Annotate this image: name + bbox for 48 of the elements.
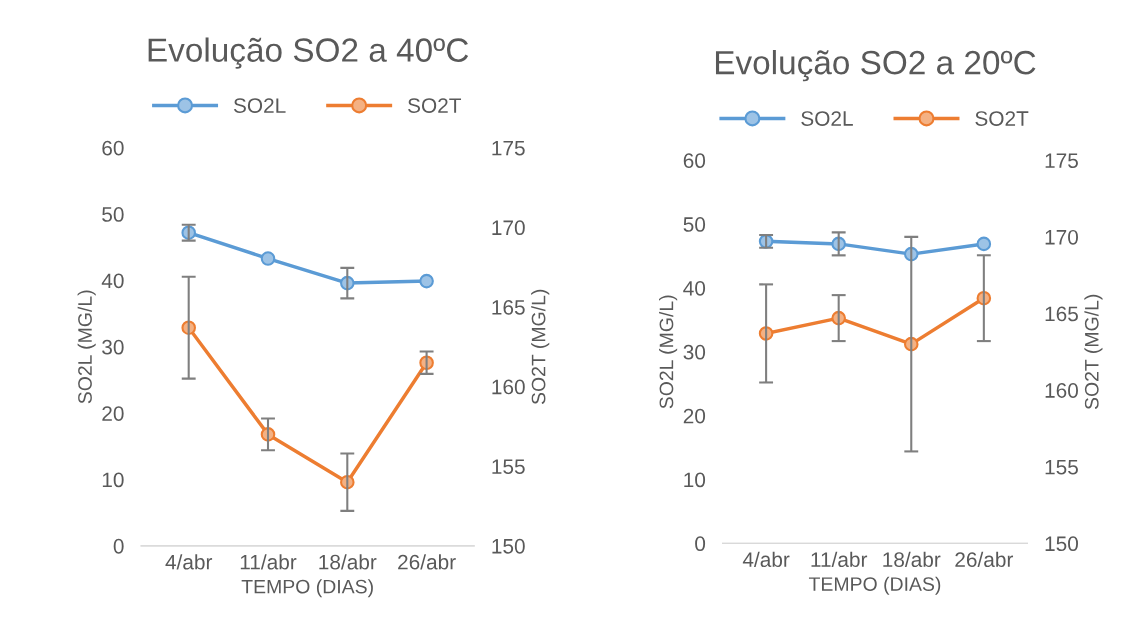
y-tick-label: 20 xyxy=(102,406,124,421)
y2-axis-title: SO2T (MG/L) xyxy=(531,289,550,405)
legend-label: SO2T xyxy=(975,111,1029,126)
chart-title: Evolução SO2 a 20ºC xyxy=(715,49,1036,82)
y-tick-label: 40 xyxy=(101,273,124,289)
x-tick-label: 18/abr xyxy=(319,554,377,570)
y-axis-title: SO2L (MG/L) xyxy=(77,290,96,404)
y-tick-label: 0 xyxy=(695,536,706,552)
y-axis-title: SO2L (MG/L) xyxy=(659,295,678,409)
y2-tick-label: 160 xyxy=(492,379,525,395)
point xyxy=(260,251,276,266)
y2-tick-label: 165 xyxy=(1045,306,1078,322)
x-tick-label: 11/abr xyxy=(240,554,297,570)
y2-tick-label: 150 xyxy=(1045,536,1078,552)
y-tick-label: 50 xyxy=(683,217,706,232)
y2-axis-title: SO2T (MG/L) xyxy=(1084,294,1103,410)
x-tick-label: 26/abr xyxy=(955,551,1014,567)
y-tick-label: 20 xyxy=(683,408,706,424)
y2-tick-label: 155 xyxy=(1045,459,1078,475)
y-tick-label: 40 xyxy=(683,280,706,296)
x-tick-label: 18/abr xyxy=(883,551,941,567)
y2-tick-label: 150 xyxy=(492,538,525,554)
x-axis-title: TEMPO (DIAS) xyxy=(808,576,941,595)
y2-tick-label: 175 xyxy=(492,140,525,156)
y-tick-label: 30 xyxy=(683,344,706,360)
y2-tick-label: 165 xyxy=(492,299,525,315)
y-tick-label: 10 xyxy=(102,472,124,488)
legend-label: SO2L xyxy=(233,98,286,113)
y2-tick-label: 160 xyxy=(1045,383,1078,398)
x-axis-title: TEMPO (DIAS) xyxy=(241,579,373,598)
legend-label: SO2L xyxy=(801,111,853,126)
x-tick-label: 26/abr xyxy=(398,554,456,570)
y2-tick-label: 155 xyxy=(492,459,525,474)
point xyxy=(419,273,434,289)
x-tick-label: 11/abr xyxy=(811,551,868,567)
y2-tick-label: 175 xyxy=(1045,153,1078,169)
y2-tick-label: 170 xyxy=(1045,229,1078,245)
legend-label: SO2T xyxy=(408,98,462,113)
y2-tick-label: 170 xyxy=(492,220,525,236)
chart-title: Evolução SO2 a 40ºC xyxy=(148,37,469,69)
x-tick-label: 4/abr xyxy=(742,551,790,567)
y-tick-label: 30 xyxy=(102,339,124,355)
y-tick-label: 10 xyxy=(684,472,706,488)
y-tick-label: 60 xyxy=(683,153,706,169)
y-tick-label: 60 xyxy=(102,140,124,156)
y-tick-label: 50 xyxy=(102,207,124,222)
x-tick-label: 4/abr xyxy=(165,554,213,570)
y-tick-label: 0 xyxy=(113,538,124,554)
